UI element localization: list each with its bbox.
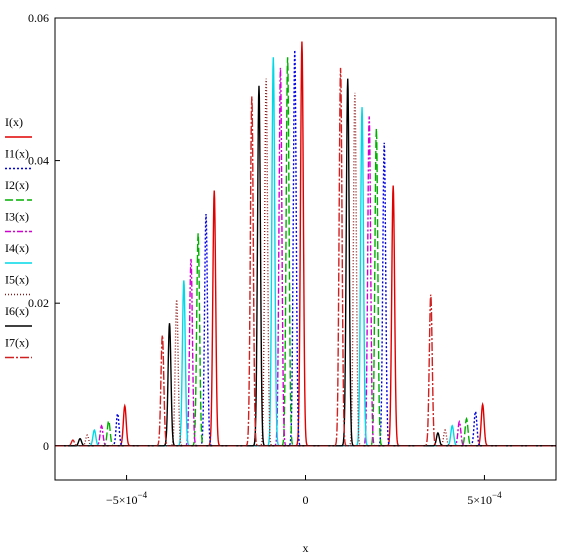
series-line-3: [55, 67, 556, 447]
x-tick-label-base: 5×10: [467, 493, 492, 507]
series-line-2: [55, 57, 556, 447]
series-line-5: [55, 78, 556, 447]
series-line-7: [55, 67, 556, 447]
y-tick-label: 0: [43, 439, 49, 453]
legend-label: I1(x): [5, 147, 29, 161]
series-line-0: [55, 41, 556, 447]
x-tick-label: 0: [303, 493, 309, 507]
y-tick-label: 0.02: [28, 296, 49, 310]
x-axis: −5×10−4 0 5×10−4: [106, 475, 502, 507]
x-tick-label-exponent: −4: [492, 490, 502, 500]
y-tick-label: 0.04: [28, 154, 49, 168]
x-tick-label: −5×10−4: [106, 490, 148, 507]
y-axis: 0 0.02 0.04 0.06: [28, 11, 60, 453]
y-tick-label: 0.06: [28, 11, 49, 25]
legend-label: I6(x): [5, 304, 29, 318]
legend-label: I7(x): [5, 336, 29, 350]
x-tick-label-base: 0: [303, 493, 309, 507]
x-tick-label-exponent: −4: [138, 490, 148, 500]
x-tick-label-base: −5×10: [106, 493, 138, 507]
legend-label: I4(x): [5, 241, 29, 255]
series-line-4: [55, 57, 556, 447]
legend-label: I3(x): [5, 210, 29, 224]
series-line-6: [55, 78, 556, 447]
x-axis-label: x: [303, 541, 309, 555]
series-line-1: [55, 50, 556, 447]
legend-label: I5(x): [5, 273, 29, 287]
x-tick-label: 5×10−4: [467, 490, 502, 507]
legend-label: I2(x): [5, 178, 29, 192]
legend: I(x) I1(x) I2(x) I3(x) I4(x) I5(x) I6(x) I7(x): [5, 115, 32, 359]
legend-label: I(x): [5, 115, 23, 129]
series-layer: [55, 41, 556, 447]
